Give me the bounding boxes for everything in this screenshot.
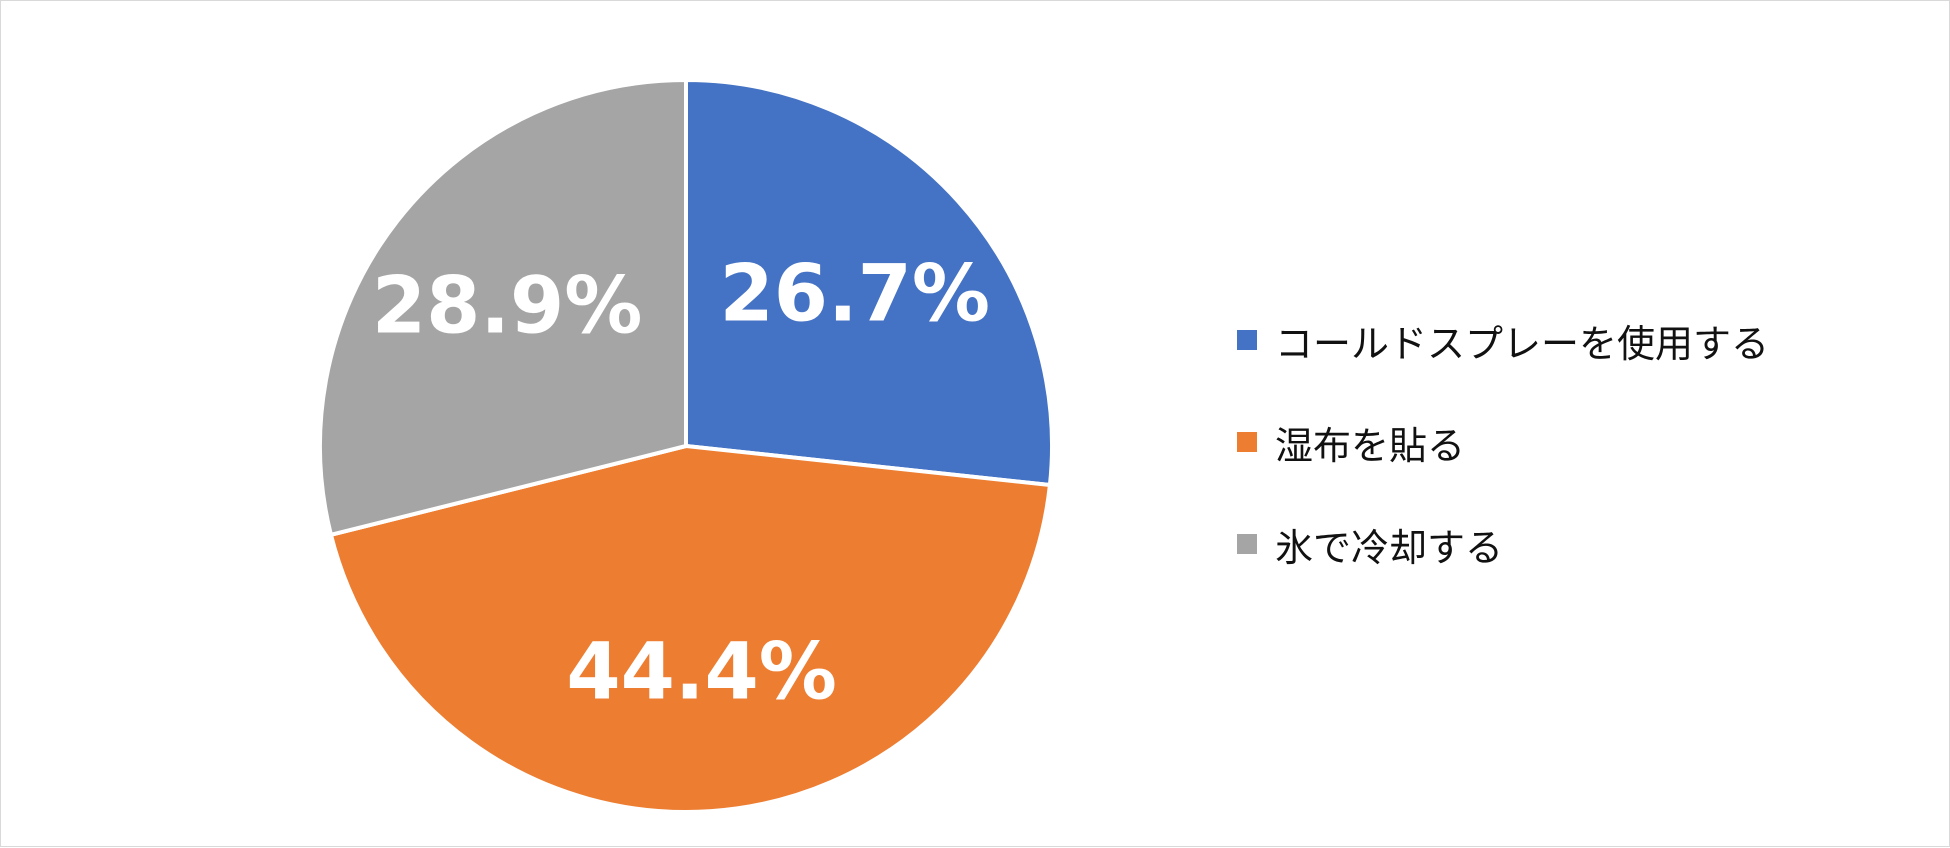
legend-swatch (1237, 534, 1257, 554)
pie-slice-0 (684, 78, 1054, 488)
legend-item-2: 氷で冷却する (1237, 519, 1504, 570)
legend-swatch (1237, 432, 1257, 452)
legend-label: 氷で冷却する (1275, 525, 1504, 570)
legend-swatch (1237, 330, 1257, 350)
pie-slice-2 (318, 78, 688, 537)
legend-item-0: コールドスプレーを使用する (1237, 315, 1770, 366)
legend-label: コールドスプレーを使用する (1275, 321, 1770, 366)
slice-value-label-0: 26.7% (719, 249, 990, 339)
legend-item-1: 湿布を貼る (1237, 417, 1466, 468)
slice-value-label-1: 44.4% (566, 627, 837, 717)
legend-label: 湿布を貼る (1275, 423, 1466, 468)
pie-slice-1 (328, 444, 1052, 814)
legend: コールドスプレーを使用する 湿布を貼る 氷で冷却する (1237, 315, 1887, 575)
slice-value-label-2: 28.9% (372, 261, 643, 351)
